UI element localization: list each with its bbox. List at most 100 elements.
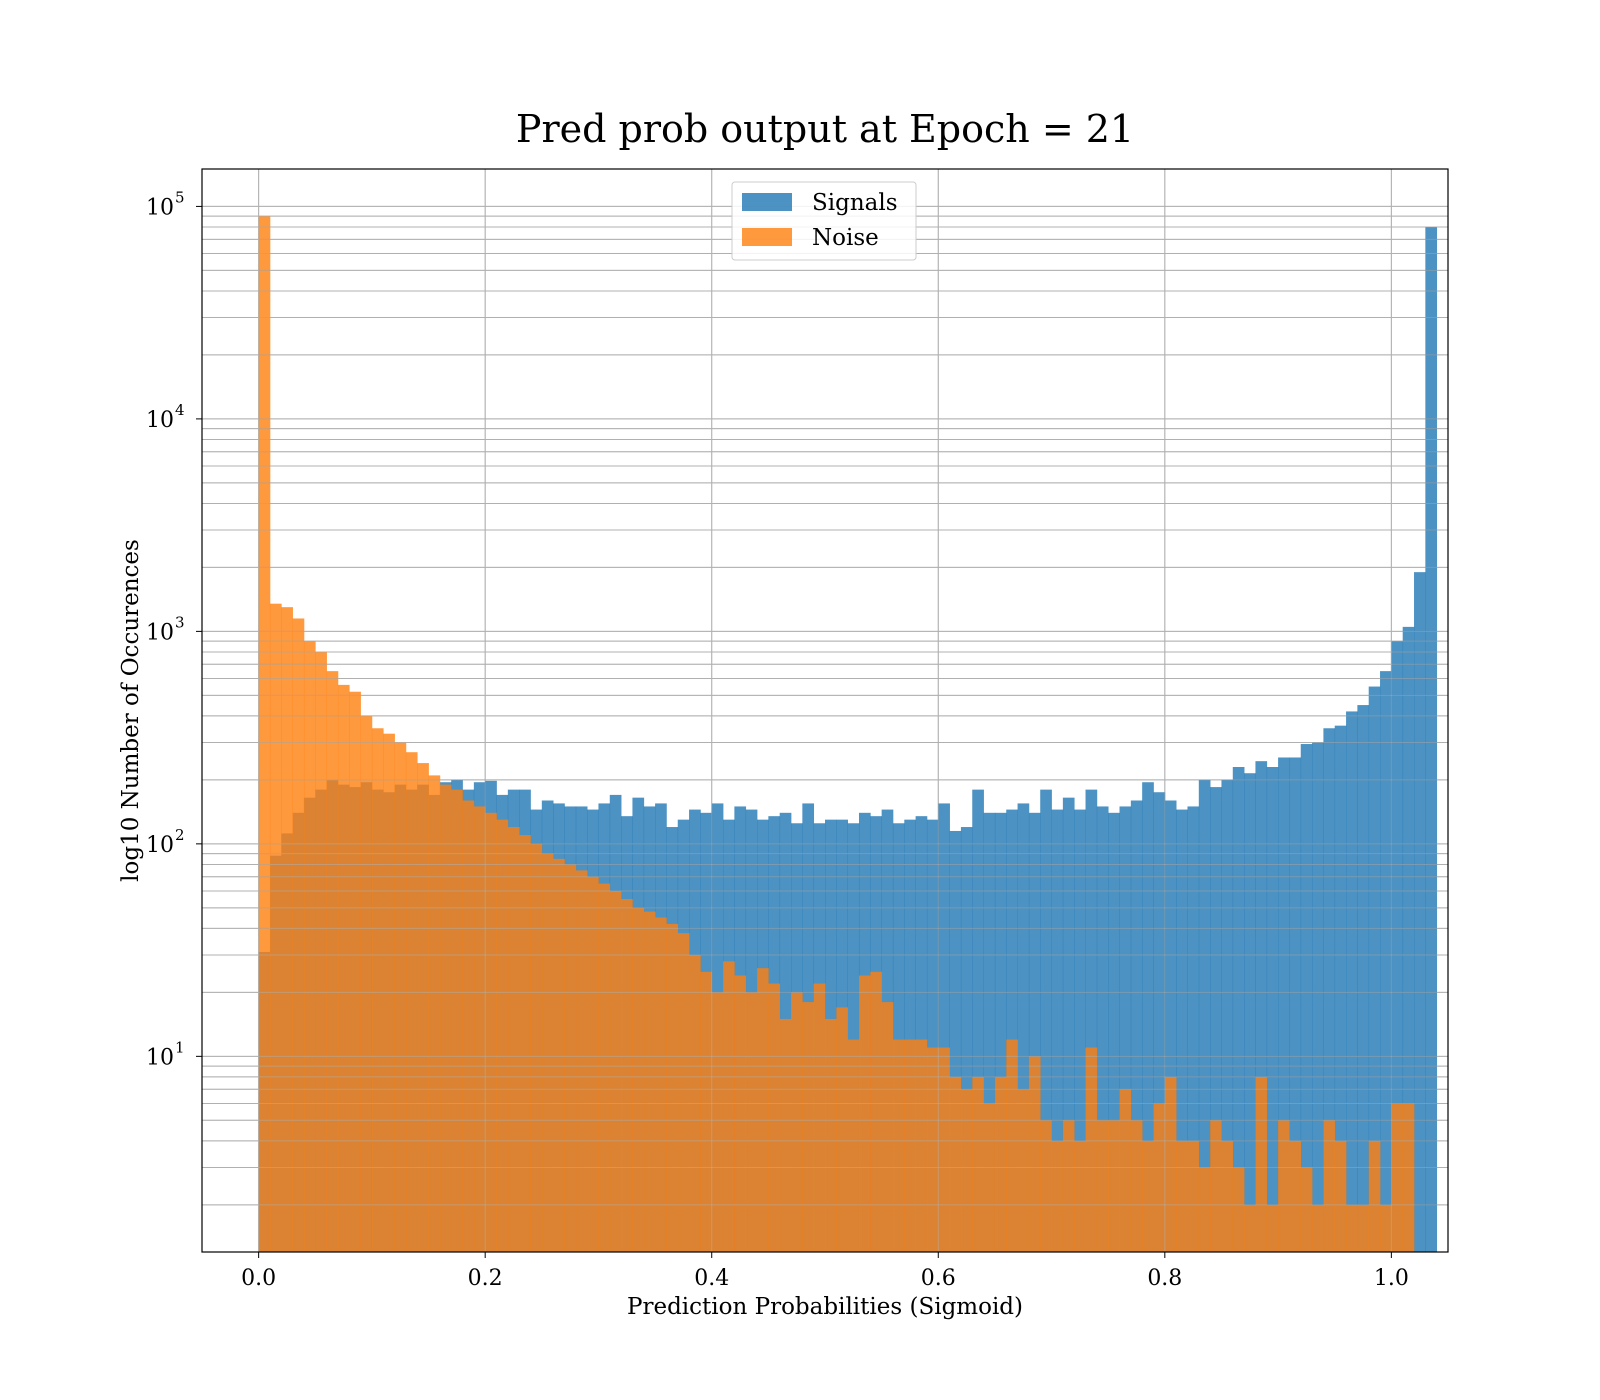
noise-bar (677, 933, 690, 1252)
y-axis-label: log10 Number of Occurences (118, 539, 144, 882)
noise-bar (1391, 1103, 1404, 1252)
noise-bar (779, 1018, 792, 1252)
signals-bar (1176, 809, 1188, 1252)
noise-bar (802, 1002, 815, 1252)
noise-bar (1312, 1204, 1324, 1252)
signals-bar (1266, 767, 1279, 1252)
noise-bar (983, 1103, 996, 1252)
noise-bar (541, 853, 554, 1252)
signals-bar (1187, 806, 1200, 1252)
noise-bar (881, 1002, 894, 1252)
noise-bar (972, 1076, 984, 1252)
noise-bar (507, 827, 520, 1252)
noise-bar (371, 728, 384, 1252)
signals-bar (904, 819, 916, 1252)
series-noise (258, 216, 1415, 1252)
signals-bar (938, 803, 950, 1252)
noise-bar (1040, 1120, 1052, 1252)
noise-bar (768, 983, 781, 1252)
noise-bar (1119, 1089, 1132, 1252)
signals-bar (1255, 761, 1268, 1252)
signals-bar (1017, 803, 1030, 1252)
signals-bar (1210, 787, 1222, 1252)
noise-bar (858, 975, 871, 1252)
noise-bar (734, 975, 747, 1252)
signals-bar (1334, 725, 1347, 1252)
y-tick-label: 10 (146, 1045, 174, 1070)
noise-bar (587, 876, 599, 1252)
y-tick-exponent: 3 (175, 613, 185, 631)
noise-bar (530, 843, 543, 1252)
noise-bar (303, 641, 316, 1252)
signals-bar (1062, 797, 1075, 1252)
legend-swatch-noise (742, 228, 792, 246)
noise-bar (1006, 1039, 1018, 1252)
noise-bar (439, 784, 452, 1252)
noise-bar (281, 607, 293, 1252)
x-tick-label: 1.0 (1374, 1266, 1409, 1291)
noise-bar (405, 752, 418, 1252)
y-tick-exponent: 2 (175, 826, 185, 844)
noise-bar (553, 858, 565, 1252)
noise-bar (621, 899, 633, 1252)
noise-bar (643, 911, 656, 1252)
signals-bar (1300, 744, 1313, 1252)
noise-bar (337, 684, 350, 1252)
noise-bar (1221, 1140, 1234, 1252)
signals-bar (1232, 767, 1245, 1252)
signals-bar (983, 812, 996, 1252)
signals-bar (949, 830, 962, 1252)
noise-bar (1244, 1204, 1256, 1252)
noise-bar (926, 1047, 939, 1252)
noise-bar (1278, 1120, 1290, 1252)
signals-bar (1391, 641, 1404, 1252)
y-tick-label: 10 (146, 620, 174, 645)
noise-bar (1255, 1076, 1268, 1252)
signals-bar (1425, 227, 1438, 1252)
signals-bar (1119, 806, 1132, 1252)
signals-bar (1221, 779, 1234, 1252)
grid-overlay (202, 169, 1448, 1252)
y-tick-exponent: 4 (175, 401, 185, 419)
y-tick-label: 10 (146, 408, 174, 433)
noise-bar (745, 992, 758, 1252)
noise-bar (1402, 1103, 1415, 1252)
noise-bar (1266, 1204, 1279, 1252)
noise-bar (1187, 1140, 1200, 1252)
signals-bar (1244, 773, 1256, 1252)
x-tick-label: 0.6 (921, 1266, 956, 1291)
noise-bar (757, 968, 769, 1252)
bars-layer (258, 216, 1438, 1252)
x-tick-label: 0.0 (241, 1266, 276, 1291)
signals-bar (1028, 812, 1041, 1252)
noise-bar (485, 812, 497, 1252)
noise-bar (960, 1089, 973, 1252)
noise-bar (349, 691, 361, 1252)
x-tick-label: 0.4 (694, 1266, 729, 1291)
noise-bar (1062, 1120, 1075, 1252)
noise-bar (564, 864, 577, 1252)
signals-bar (1130, 800, 1143, 1252)
noise-bar (791, 992, 803, 1252)
noise-bar (1323, 1120, 1336, 1252)
signals-bar (847, 823, 860, 1252)
signals-bar (892, 823, 905, 1252)
noise-bar (1074, 1140, 1086, 1252)
noise-bar (1300, 1167, 1313, 1252)
signals-bar (1402, 626, 1415, 1252)
legend-label-signals: Signals (812, 190, 898, 216)
signals-bar (1346, 711, 1358, 1252)
noise-bar (326, 671, 339, 1252)
signals-bar (1051, 809, 1064, 1252)
signals-bar (915, 816, 928, 1252)
signals-bar (1074, 809, 1086, 1252)
noise-bar (473, 806, 486, 1252)
noise-bar (1176, 1140, 1188, 1252)
signals-bar (1198, 779, 1211, 1252)
noise-bar (915, 1039, 928, 1252)
chart-title: Pred prob output at Epoch = 21 (516, 107, 1134, 151)
noise-bar (870, 971, 882, 1252)
plot-frame (201, 168, 1449, 1253)
noise-bar (360, 715, 373, 1252)
